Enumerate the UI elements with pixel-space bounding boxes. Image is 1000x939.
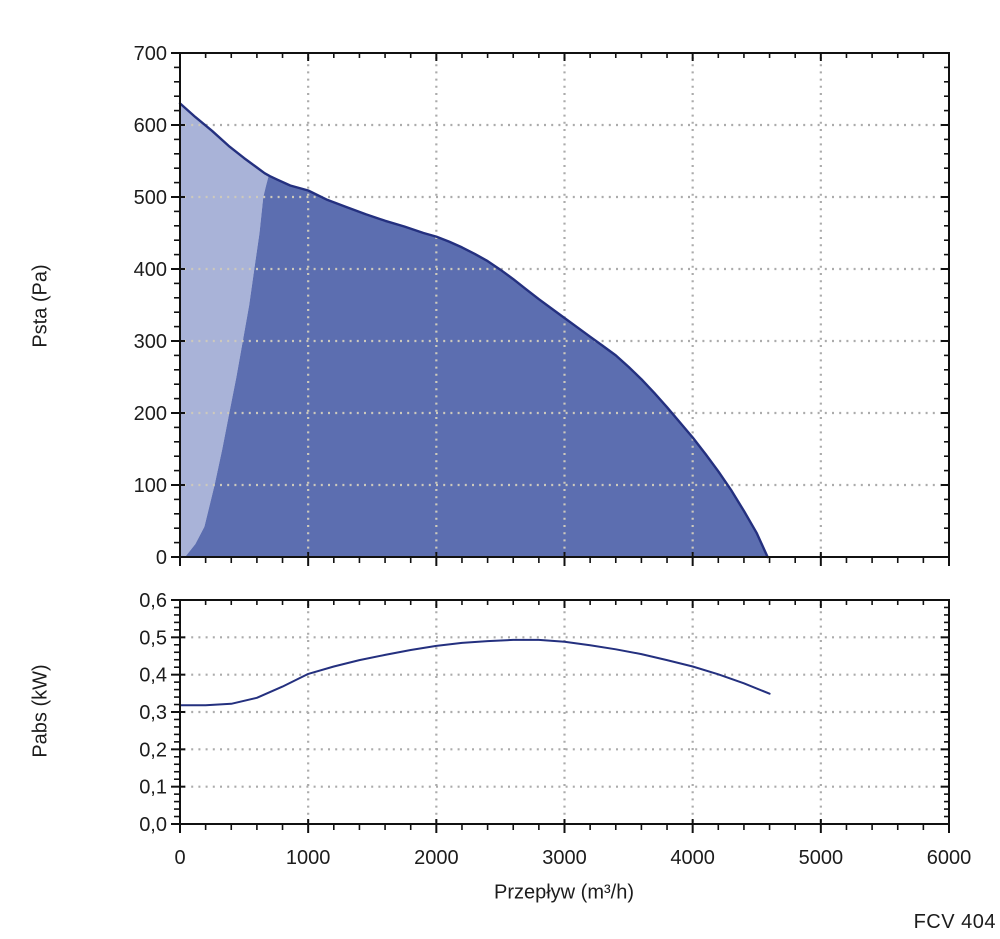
pressure-y-tick-label: 600 xyxy=(134,115,167,137)
tick-labels: 0,0 0,1 0,2 0,3 0,4 0,5 0,6 0 1000 2000 3000 4000 50… xyxy=(139,590,971,869)
x-tick-label: 3000 xyxy=(542,847,587,869)
pressure-y-tick-label: 0 xyxy=(156,547,167,569)
pressure-y-tick-label: 400 xyxy=(134,259,167,281)
pressure-y-tick-label: 500 xyxy=(134,187,167,209)
ticks xyxy=(171,599,950,833)
power-y-tick-label: 0,4 xyxy=(139,665,167,687)
power-y-axis-title: Pabs (kW) xyxy=(29,664,52,758)
pressure-curve xyxy=(178,102,769,559)
operating-zone-fill xyxy=(185,176,768,557)
x-tick-label: 2000 xyxy=(414,847,459,869)
model-label: FCV 404 xyxy=(913,911,996,933)
grid xyxy=(180,600,949,824)
pressure-y-tick-label: 700 xyxy=(134,43,167,65)
x-tick-label: 0 xyxy=(174,847,185,869)
power-y-tick-label: 0,6 xyxy=(139,590,167,612)
pressure-y-tick-label: 300 xyxy=(134,331,167,353)
power-plot: 0,0 0,1 0,2 0,3 0,4 0,5 0,6 0 1000 2000 3000 4000 50… xyxy=(139,590,971,869)
x-tick-label: 1000 xyxy=(286,847,331,869)
power-y-tick-label: 0,5 xyxy=(139,627,167,649)
low-flow-zone-fill xyxy=(180,103,270,558)
x-tick-label: 4000 xyxy=(670,847,715,869)
ticks xyxy=(171,52,950,566)
pressure-y-tick-label: 200 xyxy=(134,403,167,425)
power-curve xyxy=(179,638,771,707)
pressure-y-axis-title: Psta (Pa) xyxy=(29,264,52,348)
pressure-plot: 0 100 200 300 400 500 600 700 xyxy=(134,43,950,569)
power-y-tick-label: 0,3 xyxy=(139,702,167,724)
power-y-tick-label: 0,0 xyxy=(139,814,167,836)
x-tick-label: 5000 xyxy=(799,847,844,869)
power-y-tick-label: 0,2 xyxy=(139,739,167,761)
x-axis-title: Przepływ (m³/h) xyxy=(493,881,635,904)
x-tick-label: 6000 xyxy=(927,847,972,869)
power-y-tick-label: 0,1 xyxy=(139,777,167,799)
pressure-y-tick-label: 100 xyxy=(134,475,167,497)
tick-labels: 0 100 200 300 400 500 600 700 xyxy=(134,43,167,569)
